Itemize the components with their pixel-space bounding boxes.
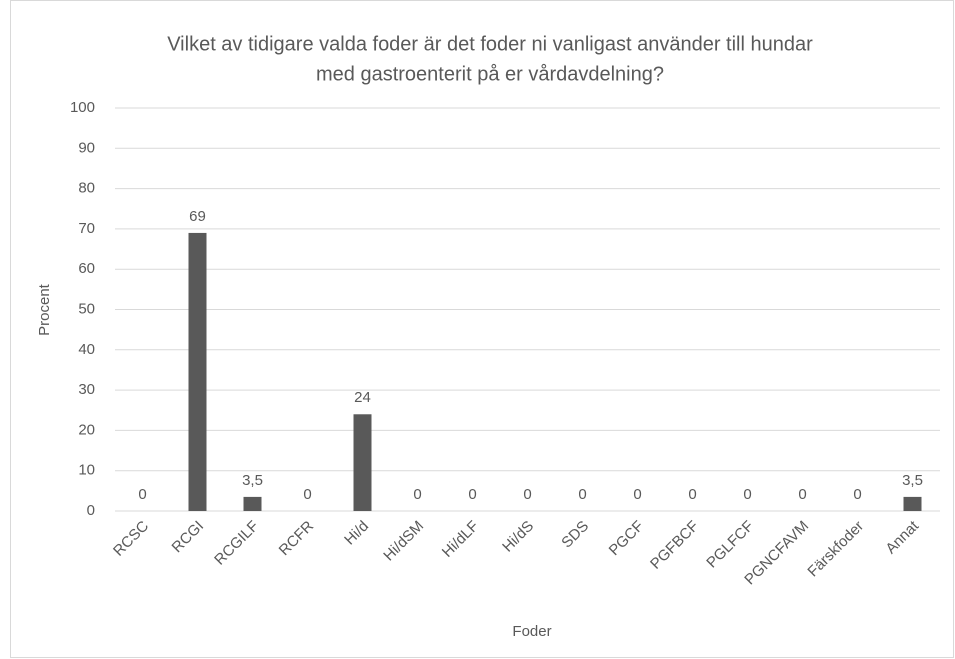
data-label: 0 — [578, 486, 586, 503]
data-label: 69 — [189, 208, 206, 225]
data-label: 0 — [523, 486, 531, 503]
y-tick-label: 100 — [70, 99, 95, 116]
y-tick-label: 80 — [78, 180, 95, 197]
y-tick-label: 30 — [78, 381, 95, 398]
y-tick-label: 90 — [78, 139, 95, 156]
bar — [903, 496, 922, 511]
data-label: 0 — [303, 486, 311, 503]
y-tick-label: 50 — [78, 300, 95, 317]
data-label: 0 — [743, 486, 751, 503]
bar — [353, 414, 372, 511]
bar — [243, 496, 262, 511]
y-tick-label: 10 — [78, 462, 95, 479]
data-label: 0 — [138, 486, 146, 503]
data-label: 0 — [688, 486, 696, 503]
chart-title: Vilket av tidigare valda foder är det fo… — [167, 33, 813, 55]
data-label: 24 — [354, 389, 371, 406]
x-axis-label: Foder — [512, 623, 551, 640]
data-label: 0 — [853, 486, 861, 503]
chart-frame — [10, 0, 954, 658]
chart-title: med gastroenterit på er vårdavdelning? — [316, 63, 664, 85]
y-tick-label: 20 — [78, 421, 95, 438]
y-tick-label: 60 — [78, 260, 95, 277]
y-tick-label: 40 — [78, 341, 95, 358]
data-label: 3,5 — [242, 472, 263, 489]
data-label: 3,5 — [902, 472, 923, 489]
bar — [188, 232, 207, 511]
data-label: 0 — [633, 486, 641, 503]
y-tick-label: 0 — [87, 502, 95, 519]
y-axis-label: Procent — [36, 283, 53, 336]
data-label: 0 — [468, 486, 476, 503]
data-label: 0 — [413, 486, 421, 503]
y-tick-label: 70 — [78, 220, 95, 237]
data-label: 0 — [798, 486, 806, 503]
